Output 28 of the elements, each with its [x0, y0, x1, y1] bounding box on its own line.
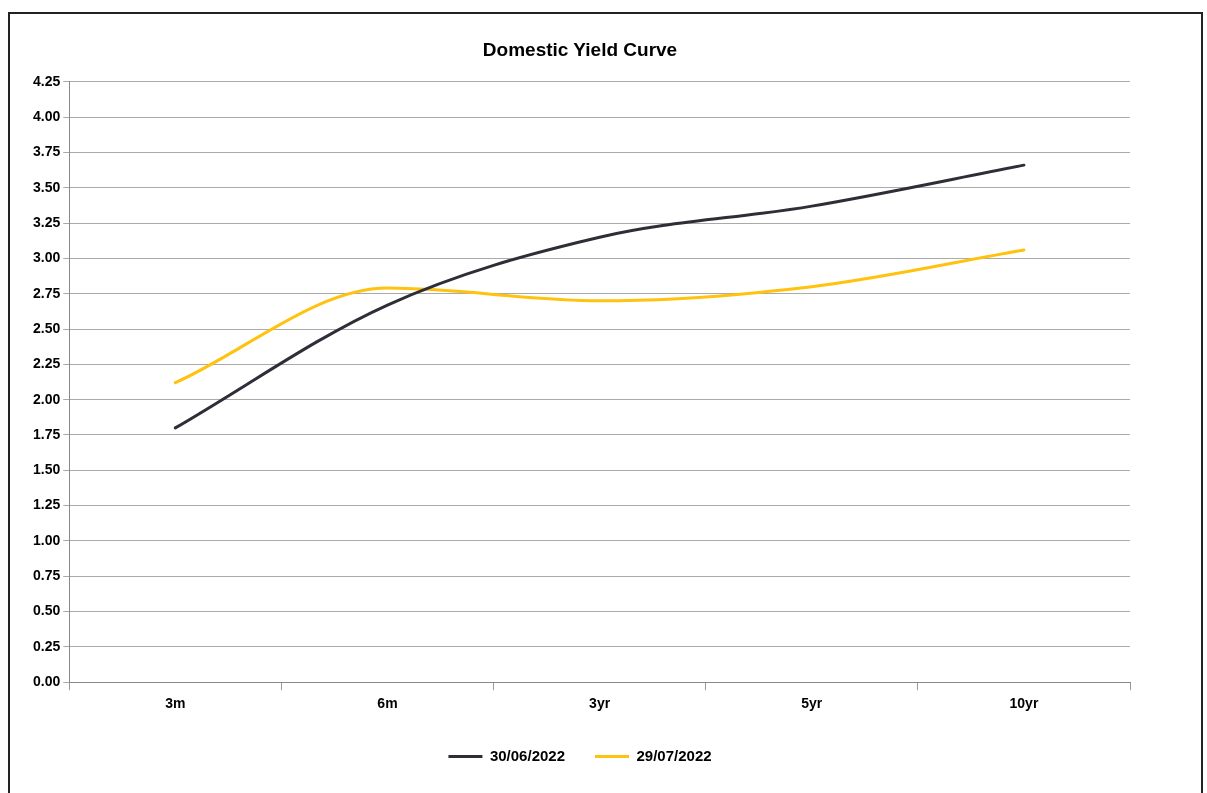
y-tick-label: 0.25 — [33, 637, 61, 654]
y-tick-label: 1.25 — [33, 496, 61, 513]
legend-label: 29/07/2022 — [636, 746, 712, 764]
chart-title: Domestic Yield Curve — [482, 38, 678, 60]
x-tick-label: 10yr — [1009, 695, 1039, 712]
y-tick-label: 2.00 — [33, 390, 61, 407]
x-tick-label: 6m — [377, 695, 398, 712]
x-tick-label: 5yr — [801, 695, 823, 712]
y-tick-label: 0.50 — [33, 602, 61, 619]
line-series — [173, 248, 1026, 385]
y-tick-label: 3.25 — [33, 213, 61, 230]
y-tick-label: 0.00 — [33, 673, 61, 690]
y-tick-label: 2.75 — [33, 284, 61, 301]
legend-label: 30/06/2022 — [489, 746, 565, 764]
y-tick-label: 0.75 — [33, 567, 61, 584]
line-series — [173, 163, 1026, 430]
y-tick-label: 1.75 — [33, 425, 61, 442]
y-tick-label: 3.50 — [33, 178, 61, 195]
y-tick-label: 2.50 — [33, 319, 61, 336]
x-tick-label: 3yr — [589, 695, 611, 712]
x-tick-label: 3m — [165, 695, 186, 712]
y-tick-label: 3.00 — [33, 249, 61, 266]
y-tick-label: 4.25 — [33, 72, 61, 89]
y-tick-label: 3.75 — [33, 143, 61, 160]
y-tick-label: 1.50 — [33, 461, 61, 478]
y-tick-label: 4.00 — [33, 107, 61, 124]
y-tick-label: 2.25 — [33, 355, 61, 372]
y-tick-label: 1.00 — [33, 531, 61, 548]
